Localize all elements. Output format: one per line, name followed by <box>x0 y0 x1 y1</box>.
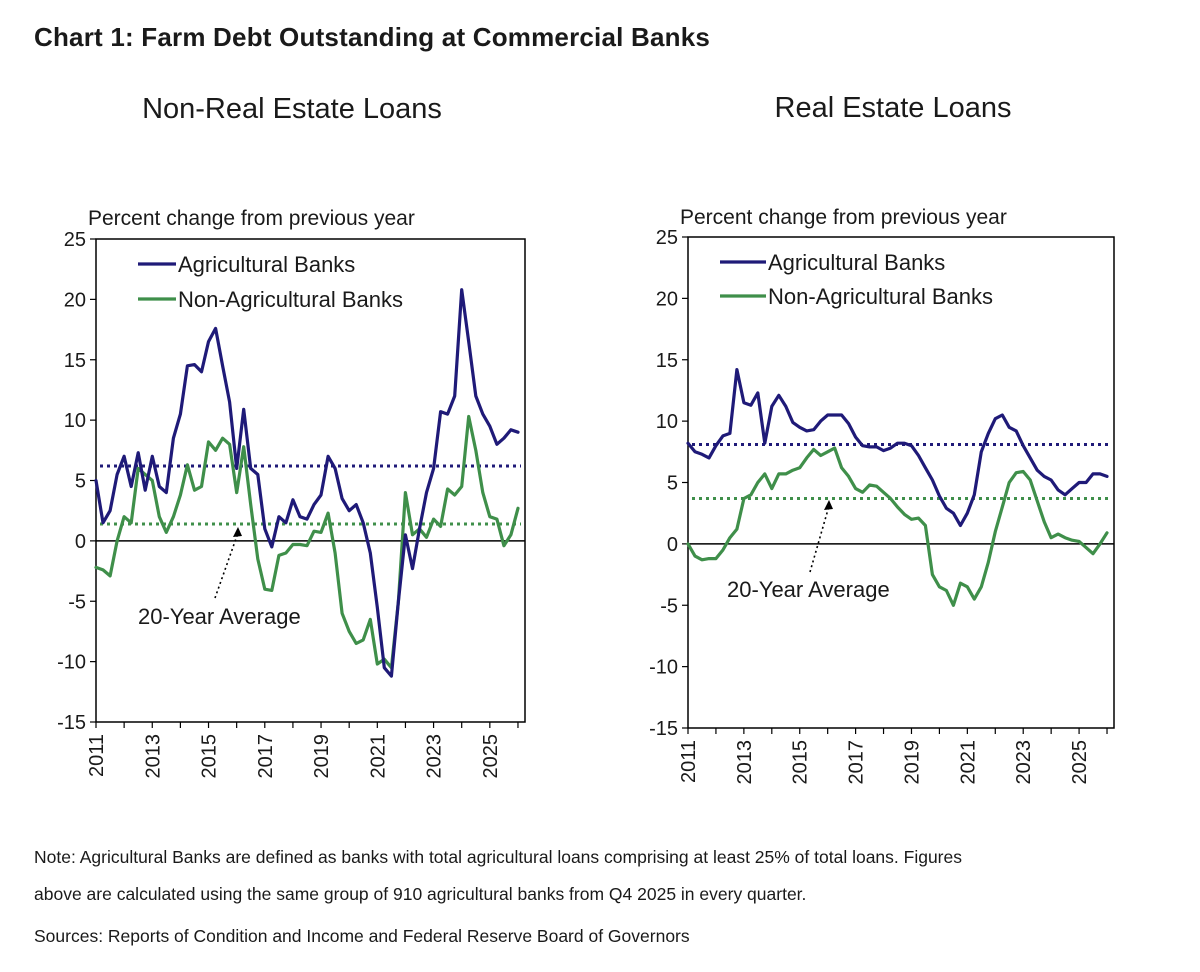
right-chart-title: Real Estate Loans <box>775 92 1012 124</box>
left-y-tick-label: 10 <box>64 410 86 432</box>
right-y-tick-label: -10 <box>649 657 678 679</box>
right-x-tick-label: 2019 <box>901 740 923 785</box>
left-series-line-agricultural <box>94 288 520 678</box>
left-series-line-non-agricultural <box>94 414 520 670</box>
right-y-tick-label: -15 <box>649 718 678 740</box>
left-y-axis-label: Percent change from previous year <box>88 207 415 230</box>
left-y-tick-label: 5 <box>75 471 86 493</box>
left-annotation-label: 20-Year Average <box>138 604 301 629</box>
right-x-tick-label: 2017 <box>846 740 868 785</box>
right-annotation-arrow <box>809 505 830 573</box>
note-line-2: above are calculated using the same grou… <box>34 884 807 904</box>
right-legend-label-non-agricultural: Non-Agricultural Banks <box>768 284 993 309</box>
right-y-tick-label: 10 <box>656 411 678 433</box>
right-series-line-non-agricultural <box>686 446 1109 607</box>
right-y-tick-label: 15 <box>656 350 678 372</box>
left-x-tick-label: 2017 <box>255 734 277 779</box>
left-x-tick-label: 2015 <box>199 734 221 779</box>
left-x-tick-label: 2025 <box>480 734 502 779</box>
left-y-tick-label: 15 <box>64 350 86 372</box>
right-x-tick-label: 2013 <box>734 740 756 785</box>
left-y-tick-label: 20 <box>64 289 86 311</box>
right-annotation-label: 20-Year Average <box>727 577 890 602</box>
left-annotation-arrow <box>214 532 239 599</box>
right-x-tick-label: 2025 <box>1069 740 1091 785</box>
left-legend-label-agricultural: Agricultural Banks <box>178 252 355 277</box>
right-y-tick-label: 20 <box>656 288 678 310</box>
left-x-tick-label: 2011 <box>86 734 108 777</box>
right-y-tick-label: 5 <box>667 473 678 495</box>
right-y-tick-label: 0 <box>667 534 678 556</box>
left-y-tick-label: 0 <box>75 531 86 553</box>
left-y-tick-label: -5 <box>68 591 86 613</box>
left-x-tick-label: 2023 <box>424 734 446 779</box>
left-x-tick-label: 2019 <box>311 734 333 779</box>
right-x-tick-label: 2011 <box>678 740 700 783</box>
right-plot-frame <box>687 236 1115 729</box>
left-legend-label-non-agricultural: Non-Agricultural Banks <box>178 287 403 312</box>
left-chart-title: Non-Real Estate Loans <box>142 93 442 125</box>
left-y-tick-label: -10 <box>57 652 86 674</box>
right-y-tick-label: 25 <box>656 227 678 249</box>
page-title: Chart 1: Farm Debt Outstanding at Commer… <box>34 22 711 52</box>
right-annotation-arrowhead <box>824 500 833 510</box>
left-x-tick-label: 2013 <box>142 734 164 779</box>
right-y-tick-label: -5 <box>660 595 678 617</box>
sources-line: Sources: Reports of Condition and Income… <box>34 926 690 946</box>
right-x-tick-label: 2015 <box>790 740 812 785</box>
right-series-line-agricultural <box>686 368 1109 528</box>
left-y-tick-label: 25 <box>64 229 86 251</box>
chart-canvas: Non-Real Estate Loans Percent change from… <box>57 92 1115 785</box>
right-x-tick-label: 2021 <box>957 740 979 785</box>
right-legend-label-agricultural: Agricultural Banks <box>768 250 945 275</box>
left-annotation-arrowhead <box>233 527 242 537</box>
right-x-tick-label: 2023 <box>1013 740 1035 785</box>
note-line-1: Note: Agricultural Banks are defined as … <box>34 847 962 867</box>
right-y-axis-label: Percent change from previous year <box>680 206 1007 229</box>
left-y-tick-label: -15 <box>57 712 86 734</box>
left-x-tick-label: 2021 <box>367 734 389 779</box>
